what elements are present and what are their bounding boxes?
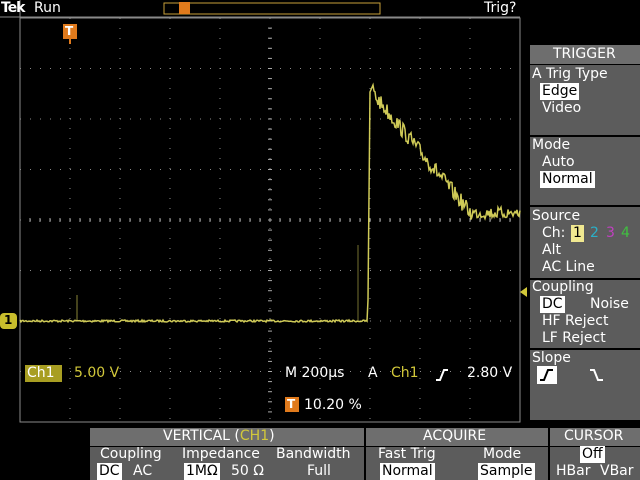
- slope-icon: [436, 369, 448, 381]
- menu-title: TRIGGER: [553, 46, 616, 62]
- channel-option[interactable]: 4: [621, 225, 630, 241]
- channel-badge: [25, 365, 62, 382]
- menu-option[interactable]: HF Reject: [542, 313, 609, 329]
- menu-label: Mode: [483, 446, 522, 462]
- channel-option[interactable]: 1: [571, 225, 584, 242]
- menu-label: Ch:: [542, 225, 566, 241]
- menu-option[interactable]: HBar: [556, 463, 591, 479]
- vertical-title-text: VERTICAL (: [163, 428, 240, 444]
- bottom-header: [90, 428, 364, 446]
- slope-falling-icon: [590, 369, 603, 381]
- ground-marker-bg: [0, 313, 17, 329]
- trigger-level: 2.80 V: [467, 365, 513, 381]
- menu-option[interactable]: Video: [542, 100, 582, 116]
- menu-option[interactable]: Normal: [540, 171, 595, 188]
- cursor-title: CURSOR: [564, 428, 624, 444]
- record-bracket: [163, 2, 381, 15]
- menu-option[interactable]: Normal: [380, 463, 435, 480]
- channel-label: Ch1: [27, 365, 55, 381]
- menu-label: A Trig Type: [532, 66, 608, 82]
- trigger-label: A: [368, 365, 378, 381]
- menu-label: Fast Trig: [378, 446, 436, 462]
- menu-option[interactable]: Alt: [542, 242, 561, 258]
- menu-header: [530, 45, 640, 64]
- menu-option[interactable]: Off: [580, 446, 605, 463]
- slope-rising-icon: [540, 369, 553, 381]
- vertical-title-end: ): [269, 428, 275, 444]
- menu-option[interactable]: 1MΩ: [184, 463, 220, 480]
- menu-option[interactable]: DC: [97, 463, 122, 480]
- menu-option[interactable]: AC Line: [542, 259, 595, 275]
- menu-label: Impedance: [182, 446, 260, 462]
- position-marker: T: [287, 397, 296, 411]
- vertical-channel: CH1: [239, 428, 270, 444]
- channel-option[interactable]: 3: [606, 225, 615, 241]
- graticule-border: [19, 17, 521, 423]
- waveform-trace: [19, 82, 521, 324]
- menu-label: Source: [532, 208, 581, 224]
- menu-option[interactable]: 50 Ω: [231, 463, 264, 479]
- menu-option[interactable]: Edge: [540, 83, 580, 100]
- run-status: Run: [34, 0, 61, 16]
- menu-section[interactable]: [530, 65, 640, 135]
- channel-option[interactable]: 2: [590, 225, 599, 241]
- vertical-title: VERTICAL (CH1): [163, 428, 275, 445]
- position-marker-bg: [285, 397, 299, 412]
- ground-marker: 1: [4, 313, 13, 327]
- menu-option[interactable]: Full: [307, 463, 331, 479]
- trigger-source: Ch1: [391, 365, 419, 381]
- menu-option[interactable]: Noise: [590, 296, 629, 312]
- record-position-marker: [179, 2, 190, 14]
- trigger-position-marker-bg: [63, 24, 77, 39]
- menu-option[interactable]: VBar: [600, 463, 634, 479]
- menu-label: Bandwidth: [276, 446, 351, 462]
- brand: Tek: [1, 0, 25, 16]
- trigger-position-marker: T: [65, 24, 74, 38]
- menu-option[interactable]: AC: [133, 463, 153, 479]
- bottom-header: [366, 428, 548, 446]
- menu-option[interactable]: LF Reject: [542, 330, 606, 346]
- vertical-scale: 5.00 V: [74, 365, 120, 381]
- menu-option[interactable]: Auto: [542, 154, 575, 170]
- timebase: M 200µs: [285, 365, 345, 381]
- menu-section[interactable]: [530, 280, 640, 348]
- bottom-section[interactable]: [90, 447, 364, 480]
- menu-option[interactable]: Sample: [478, 463, 535, 480]
- trigger-status: Trig?: [484, 0, 517, 16]
- bottom-header: [550, 428, 640, 446]
- acquire-title: ACQUIRE: [423, 428, 487, 444]
- menu-label: Mode: [532, 137, 571, 153]
- menu-label: Coupling: [100, 446, 162, 462]
- horizontal-position: 10.20 %: [304, 397, 362, 413]
- menu-section[interactable]: [530, 207, 640, 278]
- menu-label: Slope: [532, 350, 571, 366]
- trigger-level-marker: [520, 287, 527, 297]
- menu-option[interactable]: DC: [540, 296, 565, 313]
- menu-label: Coupling: [532, 279, 594, 295]
